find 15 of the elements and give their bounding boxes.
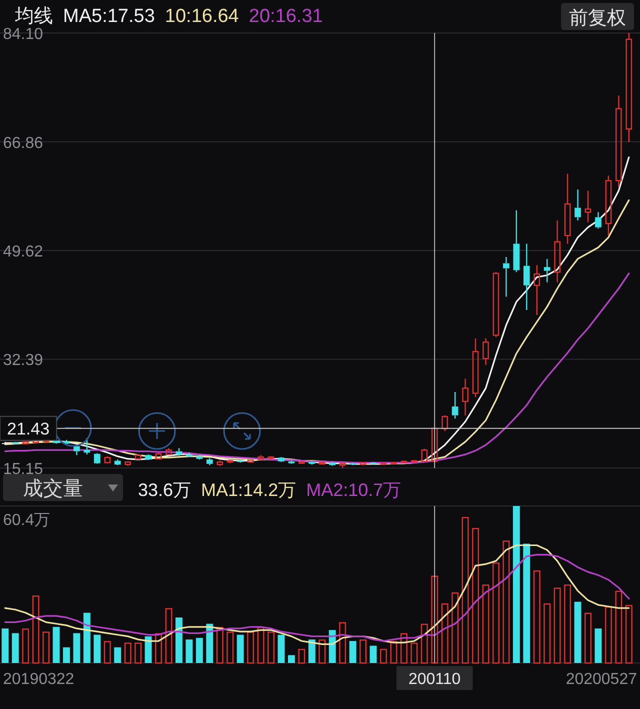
y-tick-label: 15.15 <box>3 461 44 478</box>
y-tick-label: 84.10 <box>3 26 44 43</box>
annotation: 60.4万 <box>3 512 50 529</box>
text: 20200527 <box>566 671 638 688</box>
legend: MA1:14.2万 MA2:10.7万 <box>201 480 402 500</box>
chart-title: 成交量 <box>23 478 83 500</box>
ref-line-label: 21.43 <box>7 419 50 438</box>
legend: 均线 MA5:17.53 10:16.64 20:16.31 <box>15 6 323 27</box>
text: 33.6万 <box>138 480 192 500</box>
text: 200110 <box>408 671 461 688</box>
y-tick-label: 66.86 <box>3 134 44 152</box>
text: 前复权 <box>569 8 626 29</box>
text: 20190322 <box>3 671 74 688</box>
y-tick-label: 32.39 <box>3 352 44 370</box>
y-tick-label: 49.62 <box>3 244 44 261</box>
